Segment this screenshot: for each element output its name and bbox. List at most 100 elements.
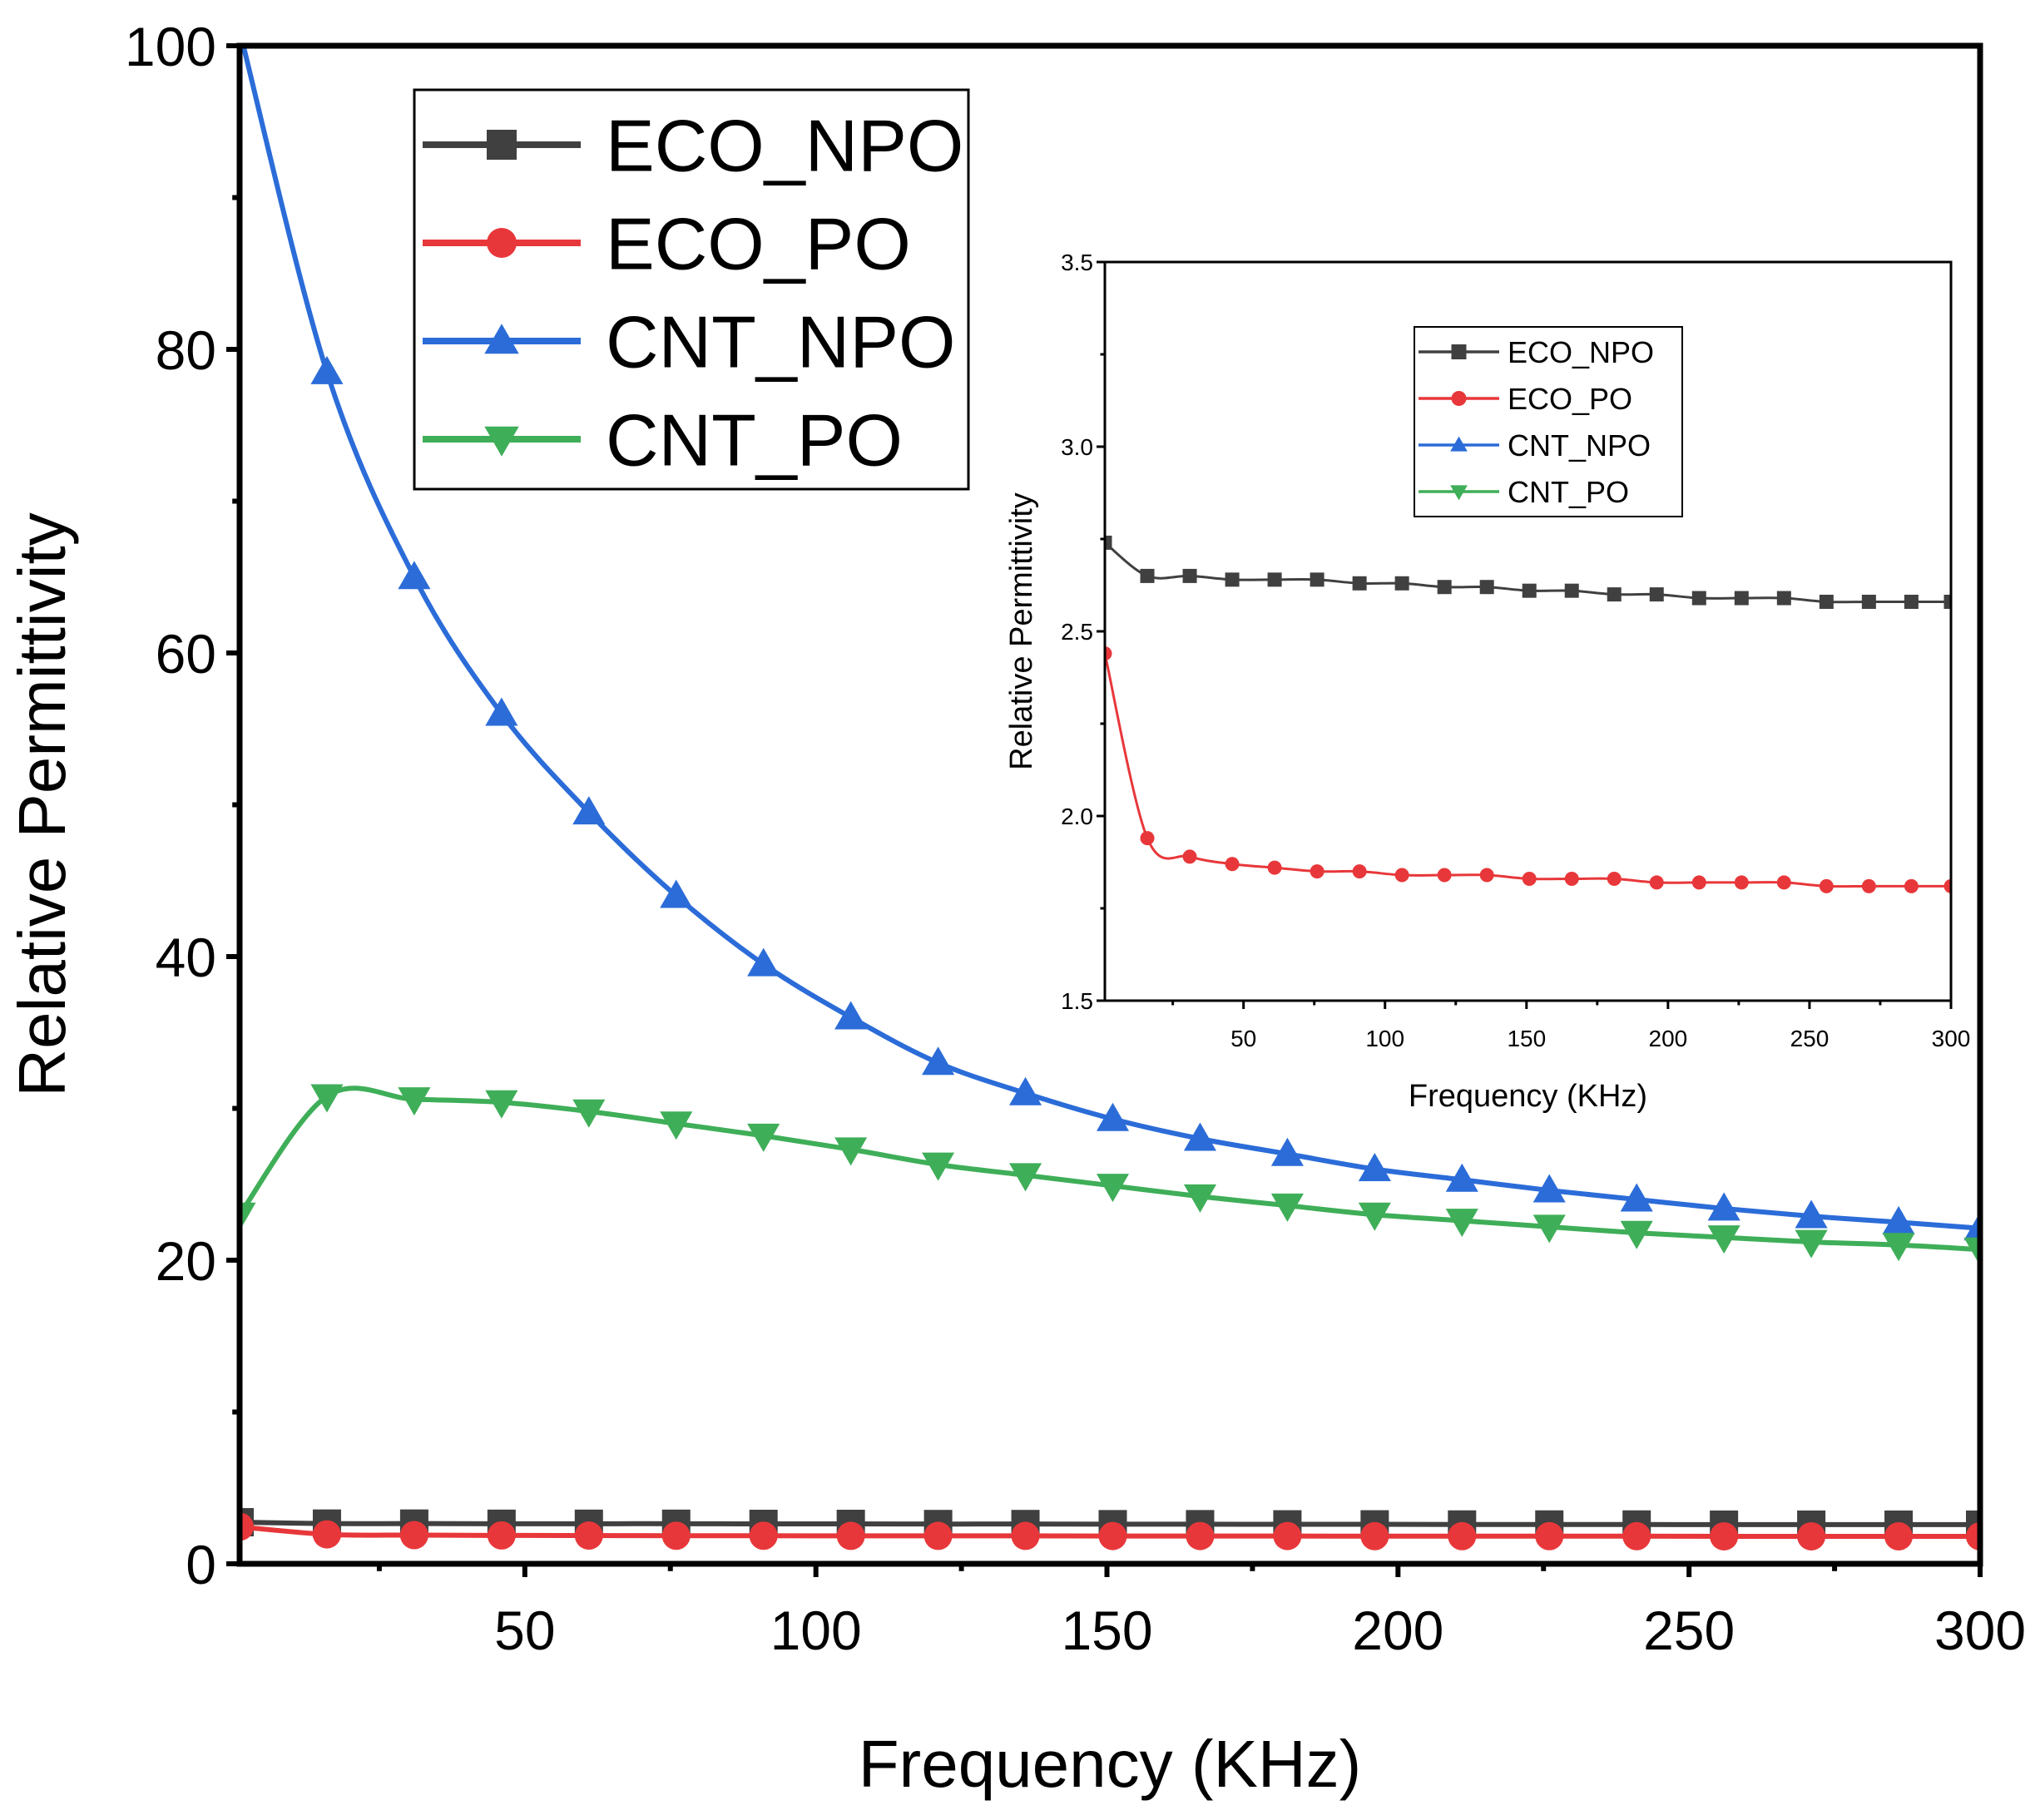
main-point-eco-po-6 xyxy=(749,1521,778,1550)
main-legend-label-eco-po: ECO_PO xyxy=(606,203,911,285)
inset-point-eco-po-1 xyxy=(1140,831,1155,846)
main-point-cnt-po-4 xyxy=(572,1099,606,1128)
inset-point-eco-npo-9 xyxy=(1479,580,1494,595)
inset-x-tick-label-200: 200 xyxy=(1649,1026,1688,1051)
inset-legend-label-cnt-npo: CNT_NPO xyxy=(1508,428,1651,462)
main-point-cnt-po-3 xyxy=(485,1090,518,1119)
inset-legend-label-eco-po: ECO_PO xyxy=(1508,382,1632,416)
main-point-cnt-po-10 xyxy=(1096,1174,1130,1203)
inset-y-tick-label-1.5: 1.5 xyxy=(1061,988,1093,1014)
inset-point-eco-npo-13 xyxy=(1649,587,1664,602)
inset-point-eco-npo-3 xyxy=(1225,572,1240,587)
inset-point-eco-npo-2 xyxy=(1182,568,1197,583)
inset-point-eco-po-10 xyxy=(1522,871,1537,886)
inset-point-eco-npo-7 xyxy=(1394,576,1409,591)
inset-point-eco-po-20 xyxy=(1943,878,1951,893)
inset-legend-marker-eco-po xyxy=(1451,391,1467,406)
main-point-cnt-npo-15 xyxy=(1532,1174,1566,1203)
main-y-tick-label-100: 100 xyxy=(125,16,216,77)
main-point-cnt-npo-16 xyxy=(1620,1183,1653,1212)
inset-legend-marker-eco-npo xyxy=(1451,344,1467,359)
inset-y-tick-label-2.5: 2.5 xyxy=(1061,619,1093,645)
inset-x-tick-label-50: 50 xyxy=(1230,1026,1256,1051)
inset-legend-marker-cnt-po xyxy=(1450,485,1468,501)
inset-legend-label-eco-npo: ECO_NPO xyxy=(1508,335,1654,369)
main-point-eco-po-18 xyxy=(1797,1521,1826,1550)
inset-point-eco-po-9 xyxy=(1479,868,1494,883)
main-point-cnt-po-15 xyxy=(1532,1214,1566,1244)
inset-legend-marker-cnt-npo xyxy=(1450,436,1468,452)
inset-point-eco-npo-15 xyxy=(1734,591,1749,606)
inset-point-eco-npo-17 xyxy=(1819,594,1834,609)
inset-point-eco-po-3 xyxy=(1225,857,1240,872)
main-point-cnt-po-18 xyxy=(1795,1229,1828,1259)
main-point-cnt-po-2 xyxy=(398,1087,431,1116)
main-point-cnt-po-14 xyxy=(1445,1209,1478,1238)
main-point-cnt-po-16 xyxy=(1620,1220,1653,1249)
main-y-tick-label-40: 40 xyxy=(156,927,216,988)
main-legend-label-cnt-npo: CNT_NPO xyxy=(606,301,956,383)
main-x-tick-label-200: 200 xyxy=(1352,1600,1443,1661)
main-point-eco-po-8 xyxy=(923,1521,953,1550)
main-point-cnt-npo-8 xyxy=(922,1046,955,1076)
main-point-eco-po-19 xyxy=(1884,1521,1914,1550)
inset-point-eco-po-16 xyxy=(1776,875,1791,890)
main-point-cnt-po-11 xyxy=(1183,1184,1216,1213)
inset-y-tick-label-3.0: 3.0 xyxy=(1061,434,1093,460)
inset-point-eco-po-15 xyxy=(1734,875,1749,890)
inset-point-eco-po-17 xyxy=(1819,878,1834,893)
inset-y-tick-label-2.0: 2.0 xyxy=(1061,804,1093,829)
main-point-cnt-npo-10 xyxy=(1096,1102,1130,1131)
main-point-eco-po-2 xyxy=(399,1521,428,1550)
main-x-axis-title: Frequency (KHz) xyxy=(859,1727,1362,1801)
main-point-cnt-po-1 xyxy=(310,1084,344,1113)
main-point-cnt-npo-4 xyxy=(572,796,606,825)
inset-series-group xyxy=(1105,535,1951,893)
main-point-eco-po-10 xyxy=(1098,1521,1127,1550)
main-point-eco-po-9 xyxy=(1011,1521,1040,1550)
inset-point-eco-po-4 xyxy=(1267,860,1282,875)
main-point-cnt-npo-2 xyxy=(398,561,431,590)
main-point-eco-po-13 xyxy=(1360,1521,1389,1550)
main-point-cnt-npo-1 xyxy=(310,355,344,384)
inset-point-eco-po-18 xyxy=(1861,878,1876,893)
main-point-cnt-po-8 xyxy=(922,1152,955,1181)
main-point-eco-po-15 xyxy=(1535,1521,1564,1550)
main-legend-marker-eco-po xyxy=(487,228,517,258)
main-y-tick-label-80: 80 xyxy=(156,319,216,381)
main-legend-marker-cnt-po xyxy=(484,426,519,457)
inset-point-eco-npo-6 xyxy=(1352,576,1367,591)
inset-point-eco-po-7 xyxy=(1394,868,1409,883)
main-point-cnt-po-19 xyxy=(1882,1233,1915,1262)
inset-point-eco-po-8 xyxy=(1437,868,1452,883)
inset-point-eco-po-11 xyxy=(1564,871,1579,886)
main-point-eco-po-16 xyxy=(1622,1521,1651,1550)
main-point-cnt-po-9 xyxy=(1008,1163,1042,1192)
main-point-cnt-po-0 xyxy=(240,1202,256,1231)
main-legend: ECO_NPO ECO_PO CNT_NPO CNT_PO xyxy=(413,88,970,491)
main-plot: 50 100 150 200 250 300 0 20 40 60 80 100 Frequency (… xyxy=(5,16,2026,1801)
main-point-eco-po-1 xyxy=(312,1520,341,1549)
inset-point-eco-npo-18 xyxy=(1861,594,1876,609)
main-series-group xyxy=(240,46,1980,1550)
inset-y-tick-label-3.5: 3.5 xyxy=(1061,250,1093,275)
inset-x-axis-title: Frequency (KHz) xyxy=(1409,1079,1647,1114)
inset-point-eco-po-2 xyxy=(1182,849,1197,864)
inset-point-eco-npo-5 xyxy=(1310,572,1325,587)
inset-point-eco-npo-12 xyxy=(1607,587,1622,602)
main-point-cnt-npo-20 xyxy=(1963,1212,1980,1241)
main-point-cnt-npo-3 xyxy=(485,697,518,726)
main-point-cnt-npo-19 xyxy=(1882,1205,1915,1234)
main-point-cnt-po-17 xyxy=(1707,1225,1740,1254)
main-point-cnt-npo-7 xyxy=(834,1001,868,1030)
main-point-cnt-npo-6 xyxy=(747,947,780,977)
inset-point-eco-npo-14 xyxy=(1691,591,1706,606)
main-point-eco-po-0 xyxy=(240,1512,254,1541)
inset-point-eco-po-0 xyxy=(1105,646,1112,661)
inset-line-eco-po xyxy=(1105,653,1951,888)
inset-point-eco-po-13 xyxy=(1649,875,1664,890)
main-point-cnt-po-13 xyxy=(1358,1202,1391,1231)
main-point-eco-po-4 xyxy=(574,1521,603,1550)
inset-point-eco-npo-0 xyxy=(1105,535,1112,550)
